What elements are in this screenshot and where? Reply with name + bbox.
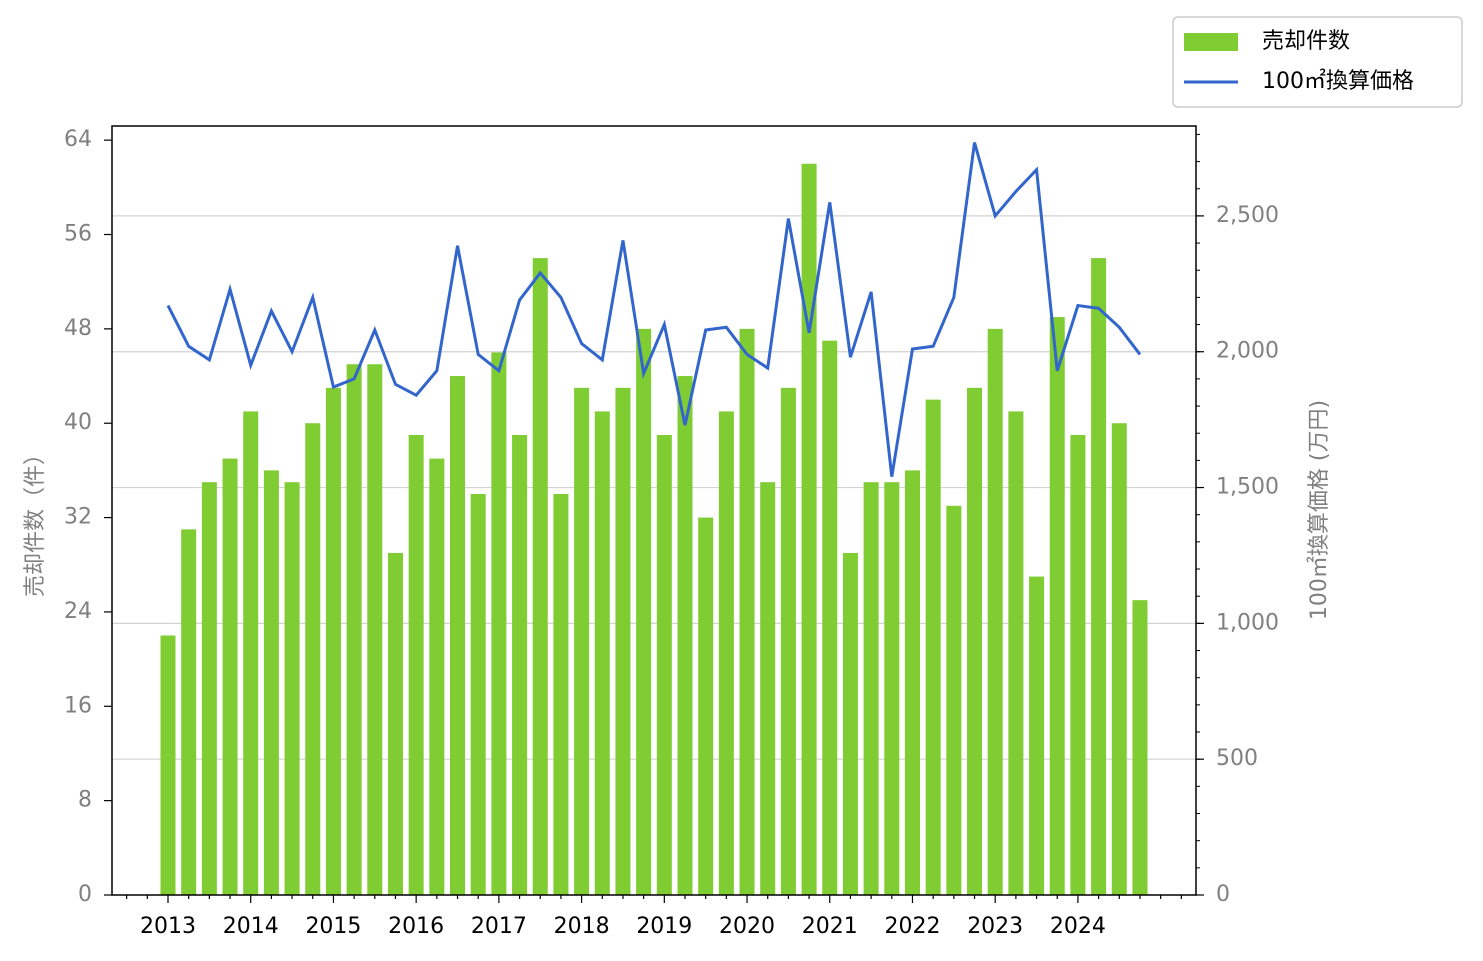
bar	[698, 517, 714, 895]
bar	[822, 340, 838, 895]
bar	[470, 493, 486, 895]
x-tick-label: 2015	[305, 914, 361, 939]
bar	[1008, 411, 1024, 895]
bar	[512, 435, 528, 895]
bar	[1132, 600, 1148, 895]
legend-swatch	[1184, 33, 1238, 51]
bar	[263, 470, 279, 895]
bar	[863, 482, 879, 895]
bar	[346, 364, 362, 895]
bar	[760, 482, 776, 895]
y2-tick-label: 0	[1216, 882, 1230, 907]
x-tick-label: 2022	[884, 914, 940, 939]
y-tick-label: 16	[64, 693, 92, 718]
bar	[284, 482, 300, 895]
y-axis-label: 売却件数（件）	[23, 443, 48, 597]
bar	[553, 493, 569, 895]
bar	[305, 423, 321, 895]
bar	[201, 482, 217, 895]
bar	[450, 376, 466, 895]
y-tick-label: 48	[64, 316, 92, 341]
bar	[677, 376, 693, 895]
bar	[491, 352, 507, 895]
y-tick-label: 0	[78, 882, 92, 907]
bar	[243, 411, 259, 895]
y-tick-label: 8	[78, 788, 92, 813]
bar	[1111, 423, 1127, 895]
legend-label: 100㎡換算価格	[1262, 68, 1414, 94]
bar	[1049, 317, 1065, 895]
bar	[574, 387, 590, 895]
bar	[780, 387, 796, 895]
y2-tick-label: 1,500	[1216, 475, 1279, 500]
y-tick-label: 56	[64, 222, 92, 247]
bar	[594, 411, 610, 895]
y2-tick-label: 1,000	[1216, 610, 1279, 635]
bar	[636, 328, 652, 896]
bar	[181, 529, 197, 895]
y-tick-label: 40	[64, 410, 92, 435]
bar	[1029, 576, 1045, 895]
bar	[801, 163, 817, 896]
y2-tick-label: 2,000	[1216, 339, 1279, 364]
x-tick-label: 2019	[636, 914, 692, 939]
line	[166, 142, 1142, 477]
legend-box	[1172, 16, 1463, 108]
bar	[884, 482, 900, 895]
x-tick-label: 2014	[223, 914, 279, 939]
x-tick-label: 2020	[719, 914, 775, 939]
x-tick-label: 2021	[802, 914, 858, 939]
y-tick-label: 64	[64, 127, 92, 152]
legend-label: 売却件数	[1262, 29, 1350, 54]
x-tick-label: 2016	[388, 914, 444, 939]
x-tick-label: 2013	[140, 914, 196, 939]
bar	[367, 364, 383, 895]
bar	[739, 328, 755, 896]
x-tick-label: 2018	[554, 914, 610, 939]
plot-frame	[111, 125, 1197, 896]
bar	[532, 258, 548, 895]
y-tick-label: 24	[64, 599, 92, 624]
bar	[160, 635, 176, 895]
bar	[429, 458, 445, 895]
bar	[946, 505, 962, 895]
y2-tick-label: 2,500	[1216, 203, 1279, 228]
x-tick-label: 2024	[1050, 914, 1106, 939]
bar	[1091, 258, 1107, 895]
bar	[615, 387, 631, 895]
bar	[222, 458, 238, 895]
bar	[987, 328, 1003, 896]
bar	[842, 552, 858, 895]
bar	[656, 435, 672, 895]
bar	[1070, 435, 1086, 895]
y2-axis-label: 100㎡換算価格 (万円)	[1306, 400, 1332, 620]
bar	[904, 470, 920, 895]
y-tick-label: 32	[64, 505, 92, 530]
bar	[408, 435, 424, 895]
bar	[718, 411, 734, 895]
x-tick-label: 2017	[471, 914, 527, 939]
y2-tick-label: 500	[1216, 746, 1258, 771]
bar	[387, 552, 403, 895]
bar	[967, 387, 983, 895]
bar	[325, 387, 341, 895]
bar	[925, 399, 941, 895]
x-tick-label: 2023	[967, 914, 1023, 939]
